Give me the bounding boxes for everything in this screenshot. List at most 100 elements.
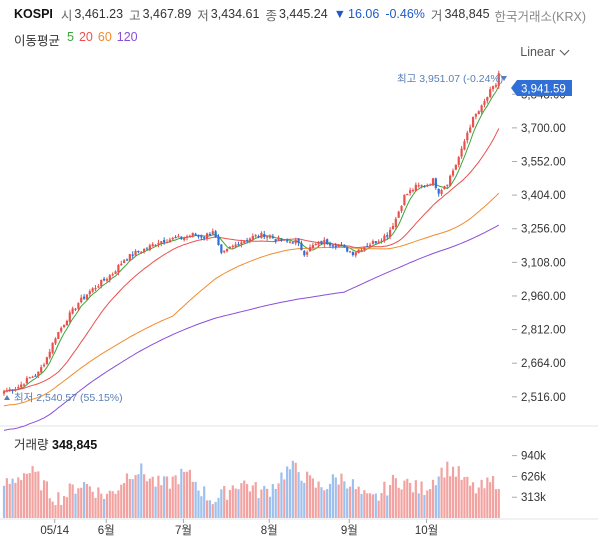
volume-bar (460, 479, 463, 518)
ma-20[interactable]: 20 (78, 30, 93, 44)
volume-bar (454, 476, 457, 518)
volume-bar (374, 493, 377, 518)
candle-body (440, 190, 443, 194)
volume-panel-label: 거래량 (14, 438, 49, 452)
candle-body (183, 237, 186, 240)
candle-body (108, 275, 111, 280)
volume-value: 348,845 (444, 7, 490, 21)
price-tick-label: 3,552.00 (521, 156, 566, 168)
volume-bar (449, 476, 452, 518)
candle-body (91, 288, 94, 292)
ma-60[interactable]: 60 (97, 30, 112, 44)
volume-bar (380, 493, 383, 518)
volume-axis: 940k 626k 313k (512, 451, 546, 504)
candle-body (128, 254, 131, 261)
candle-body (114, 271, 117, 274)
candle-body (137, 250, 140, 253)
volume-bar (300, 480, 303, 518)
volume-bar (157, 475, 160, 518)
volume-bar (431, 479, 435, 518)
volume-bar (268, 496, 272, 518)
high-marker: 최고 3,951.07 (-0.24%) (397, 73, 503, 85)
moving-average-label: 이동평균 (14, 34, 61, 48)
candle-body (354, 252, 357, 256)
candle-body (45, 357, 48, 364)
candle-body (274, 239, 277, 242)
candle-body (48, 351, 51, 358)
volume-bar (17, 477, 20, 518)
volume-bar (74, 493, 77, 518)
volume-bar (400, 489, 403, 518)
candle-body (17, 387, 20, 389)
volume-bar (120, 484, 123, 518)
candle-body (254, 235, 257, 237)
volume-bar (14, 482, 17, 518)
change-value: 16.06 (348, 7, 380, 21)
volume-bar (271, 484, 274, 518)
volume-bar (371, 494, 375, 518)
volume-bar (391, 474, 395, 518)
volume-bar (328, 483, 332, 518)
candle-body (203, 237, 206, 239)
date-tick-label: 05/14 (40, 525, 69, 537)
volume-bar (197, 490, 200, 518)
volume-bar (457, 466, 460, 518)
candle-body (85, 294, 89, 300)
price-tick-label: 2,812.00 (521, 325, 566, 337)
volume-bar (148, 478, 151, 518)
volume-bar (214, 501, 217, 518)
volume-bar (411, 492, 415, 518)
volume-bar (429, 489, 432, 518)
volume-bar (343, 481, 346, 518)
candle-body (320, 240, 323, 244)
candle-body (240, 242, 243, 245)
candle-body (357, 249, 360, 253)
low-label: 저 (197, 8, 209, 23)
volume-bar (257, 498, 260, 518)
volume-bar (280, 472, 283, 518)
candle-body (494, 85, 498, 87)
candle-body (297, 238, 300, 244)
volume-bar (165, 476, 169, 518)
volume-bar (103, 499, 106, 518)
candle-body (263, 234, 266, 238)
candle-body (251, 235, 254, 240)
volume-bar (234, 488, 237, 518)
volume-bar (246, 484, 249, 518)
candle-body (326, 239, 329, 244)
volume-bar (171, 476, 174, 518)
candle-body (266, 236, 269, 238)
candle-body (174, 236, 177, 239)
volume-bar (288, 469, 292, 518)
volume-label: 거 (430, 8, 443, 23)
candle-body (489, 89, 492, 98)
ma-60-line (3, 192, 500, 407)
volume-bar (108, 490, 111, 518)
scale-selector[interactable]: Linear (520, 45, 570, 59)
candle-body (477, 111, 480, 115)
candle-body (120, 263, 123, 265)
candle-body (380, 240, 383, 242)
ma-120[interactable]: 120 (116, 30, 138, 44)
candle-body (143, 248, 146, 252)
volume-bar (251, 485, 254, 518)
price-tick-label: 2,960.00 (521, 291, 566, 303)
price-tick-label: 2,664.00 (521, 358, 566, 370)
volume-bar (223, 485, 226, 518)
candle-body (300, 242, 303, 251)
candle-body (117, 265, 120, 273)
candle-body (306, 252, 309, 255)
volume-bar (406, 478, 409, 518)
volume-bar (91, 491, 94, 518)
candle-body (351, 252, 355, 256)
ma-5[interactable]: 5 (67, 30, 74, 44)
volume-bar (45, 481, 48, 518)
volume-bar (134, 475, 137, 518)
candle-body (191, 232, 194, 237)
volume-bar (174, 475, 177, 518)
volume-bar (117, 490, 120, 518)
candle-body (400, 206, 403, 211)
candle-body (383, 235, 386, 241)
volume-bar (377, 500, 380, 518)
